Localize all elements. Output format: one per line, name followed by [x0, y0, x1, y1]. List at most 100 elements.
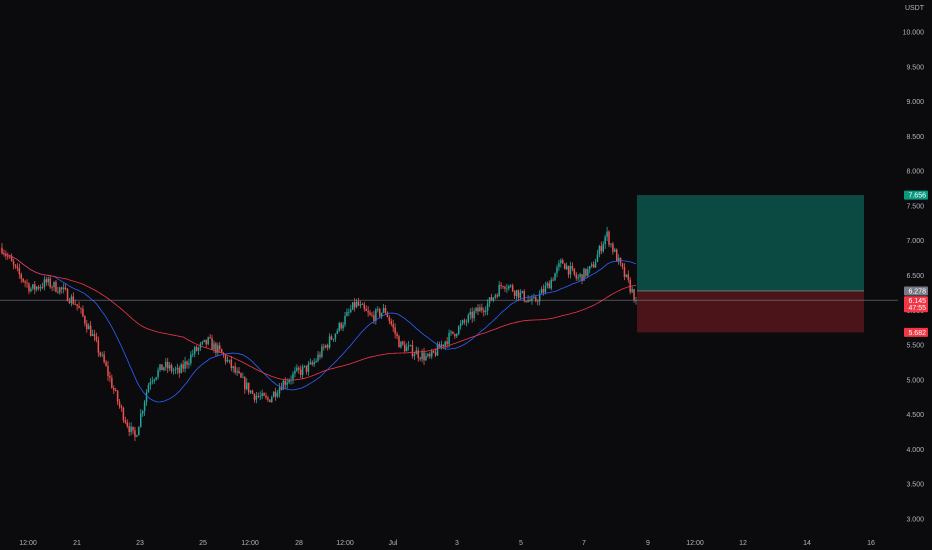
x-tick-label: Jul [389, 540, 398, 547]
candle-body [205, 339, 208, 345]
candle-body [565, 265, 568, 270]
stop-price-tag: 5.682 [908, 330, 926, 337]
candle-body [97, 340, 100, 353]
candle-body [558, 263, 560, 268]
y-tick-label: 7.500 [906, 203, 924, 210]
candle-body [629, 279, 631, 293]
candle-body [242, 377, 244, 379]
candle-body [99, 352, 102, 356]
price-axis[interactable]: 3.0003.5004.0004.5005.0005.5006.0006.500… [903, 30, 925, 524]
candle-body [623, 267, 626, 277]
candle-body [612, 243, 614, 252]
candle-body [600, 246, 603, 252]
candle-body [633, 289, 635, 301]
y-tick-label: 3.500 [906, 482, 924, 489]
candle-body [419, 357, 421, 360]
candle-body [14, 264, 17, 267]
candle-body [413, 354, 416, 357]
candle-body [471, 311, 473, 319]
candle-body [267, 397, 269, 400]
candle-body [359, 304, 362, 306]
candle-body [12, 261, 15, 265]
candle-body [197, 347, 200, 351]
candle-body [238, 371, 240, 374]
candle-body [51, 287, 53, 288]
x-tick-label: 23 [136, 540, 144, 547]
y-tick-label: 7.000 [906, 238, 924, 245]
candle-body [332, 338, 335, 340]
candle-body [384, 308, 387, 313]
candle-body [132, 426, 134, 431]
candle-body [400, 341, 402, 348]
candle-body [103, 354, 105, 363]
candle-body [442, 344, 445, 347]
candle-body [388, 317, 391, 322]
candle-body [336, 330, 339, 334]
candle-body [244, 377, 246, 390]
candle-body [552, 279, 554, 281]
candle-body [323, 346, 325, 348]
candle-body [82, 308, 84, 317]
candle-body [604, 236, 606, 245]
candle-body [380, 312, 383, 317]
candle-body [473, 311, 475, 319]
x-tick-label: 12:00 [241, 540, 259, 547]
candle-body [417, 350, 419, 358]
candle-body [535, 297, 537, 302]
time-axis[interactable]: 12:00 21 23 25 12:00 28 12:00 Jul 3 5 7 9 12:00 12 14 1… [19, 540, 875, 547]
candle-body [26, 282, 28, 284]
candle-body [155, 377, 157, 380]
candle-body [328, 336, 331, 348]
candle-body [307, 363, 310, 372]
candle-body [457, 326, 460, 335]
candle-body [276, 393, 279, 397]
candle-body [101, 354, 103, 356]
candle-body [592, 264, 595, 268]
candle-body [193, 347, 196, 354]
profit-zone [637, 195, 864, 291]
candle-body [251, 390, 254, 394]
y-tick-label: 4.500 [906, 412, 924, 419]
x-tick-label: 12:00 [19, 540, 37, 547]
candle-body [490, 297, 493, 301]
current-price-tag: 6.145 [908, 298, 926, 305]
candle-body [126, 422, 129, 427]
candle-body [527, 299, 529, 302]
candle-body [448, 332, 450, 345]
x-tick-label: 21 [73, 540, 81, 547]
candle-body [486, 303, 489, 311]
current-price-tag-bg [904, 296, 928, 313]
x-tick-label: 14 [803, 540, 811, 547]
candle-body [425, 355, 427, 361]
target-price-tag: 7.656 [908, 193, 926, 200]
candle-body [504, 286, 506, 289]
candle-body [598, 246, 601, 255]
candle-body [168, 365, 171, 369]
candle-body [610, 243, 612, 245]
candle-body [631, 289, 633, 293]
candle-body [484, 310, 487, 312]
candle-body [382, 308, 385, 313]
candle-body [575, 274, 578, 279]
candle-body [500, 284, 502, 287]
candle-body [68, 301, 71, 303]
candle-body [120, 406, 123, 409]
candle-body [444, 341, 446, 347]
x-tick-label: 12:00 [336, 540, 354, 547]
candle-body [542, 289, 545, 293]
candle-body [509, 285, 512, 287]
candle-body [614, 249, 616, 252]
candle-body [544, 285, 547, 293]
candle-body [463, 320, 466, 323]
candle-body [342, 324, 344, 329]
candle-body [7, 255, 9, 257]
candle-body [357, 301, 360, 306]
candle-body [606, 231, 608, 237]
candle-body [16, 266, 19, 269]
candle-body [257, 395, 260, 397]
candle-body [93, 334, 96, 337]
candle-body [28, 283, 30, 292]
candle-body [407, 345, 410, 347]
candle-body [529, 299, 531, 302]
